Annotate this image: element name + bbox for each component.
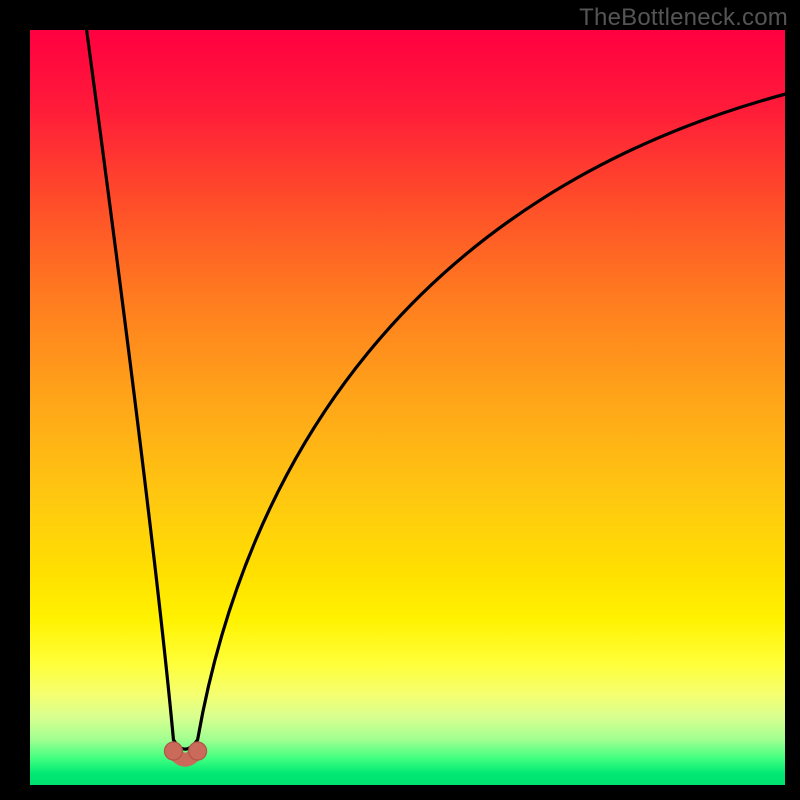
watermark-text: TheBottleneck.com: [579, 4, 788, 32]
bottleneck-curve-chart: [30, 30, 785, 785]
dip-marker-0: [164, 742, 182, 760]
plot-area: [30, 30, 785, 785]
bottleneck-curve: [87, 30, 785, 749]
dip-marker-layer: [164, 742, 206, 760]
curve-layer: [87, 30, 785, 749]
dip-marker-1: [189, 742, 207, 760]
